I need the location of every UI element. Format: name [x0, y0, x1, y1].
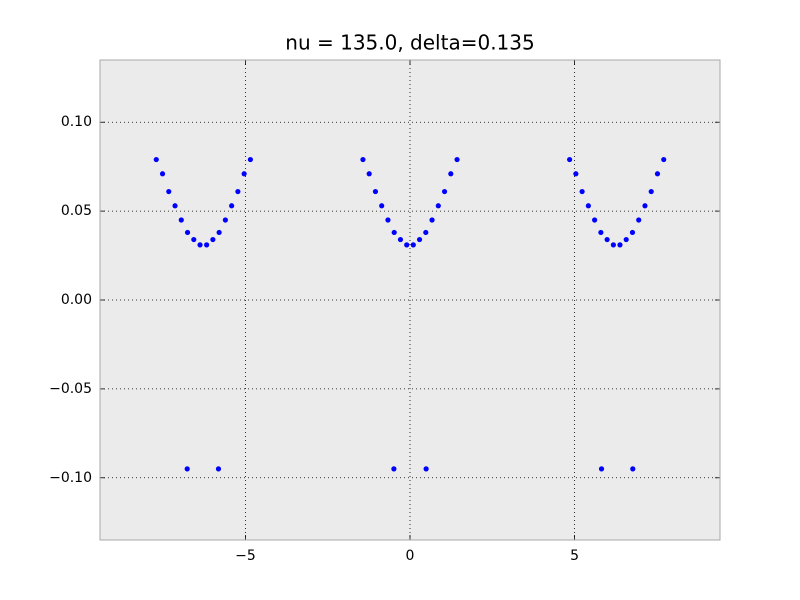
point [204, 242, 210, 248]
point [654, 171, 661, 177]
point [247, 156, 253, 163]
point [610, 242, 616, 248]
point [178, 217, 184, 223]
point [229, 203, 235, 209]
point [598, 229, 604, 236]
point [397, 236, 404, 243]
point [241, 171, 247, 177]
point [360, 156, 366, 163]
point [429, 217, 435, 223]
chart-title: nu = 135.0, delta=0.135 [285, 31, 534, 55]
point [567, 156, 573, 163]
point [222, 217, 228, 223]
point [216, 229, 222, 236]
point [197, 242, 203, 248]
point [435, 203, 441, 209]
point [391, 229, 397, 236]
point [235, 188, 241, 195]
point [215, 466, 222, 472]
point [172, 203, 178, 209]
point [410, 242, 416, 248]
point [391, 466, 397, 472]
point [454, 156, 460, 163]
y-tick-label: −0.05 [49, 381, 92, 397]
x-tick-label: −5 [235, 548, 256, 564]
point [416, 236, 423, 243]
x-tick-label: 5 [570, 548, 579, 564]
y-tick-label: −0.10 [49, 470, 92, 486]
point [379, 203, 385, 209]
y-tick-label: 0.10 [61, 114, 92, 130]
point [159, 171, 166, 177]
point [166, 188, 172, 195]
point [366, 171, 372, 177]
point [598, 466, 605, 472]
plot-frame [99, 59, 721, 541]
y-tick-label: 0.00 [61, 292, 92, 308]
point [617, 242, 623, 248]
point [585, 203, 591, 209]
point [573, 171, 579, 177]
point [372, 188, 379, 195]
point [636, 217, 642, 223]
point [579, 188, 585, 195]
point [191, 236, 197, 243]
y-tick-label: 0.05 [61, 203, 92, 219]
x-tick-label: 0 [406, 548, 415, 564]
point [648, 188, 654, 195]
point [423, 229, 429, 236]
point [448, 171, 454, 177]
point [423, 466, 429, 472]
point [642, 203, 648, 209]
point [629, 229, 636, 236]
point [604, 236, 610, 243]
point [385, 217, 391, 223]
point [184, 229, 191, 236]
point [630, 466, 636, 472]
point [184, 466, 190, 472]
point [441, 188, 448, 195]
point [153, 156, 159, 163]
point [661, 156, 667, 163]
point [210, 236, 216, 243]
point [404, 242, 410, 248]
point [592, 217, 598, 223]
point [623, 236, 629, 243]
